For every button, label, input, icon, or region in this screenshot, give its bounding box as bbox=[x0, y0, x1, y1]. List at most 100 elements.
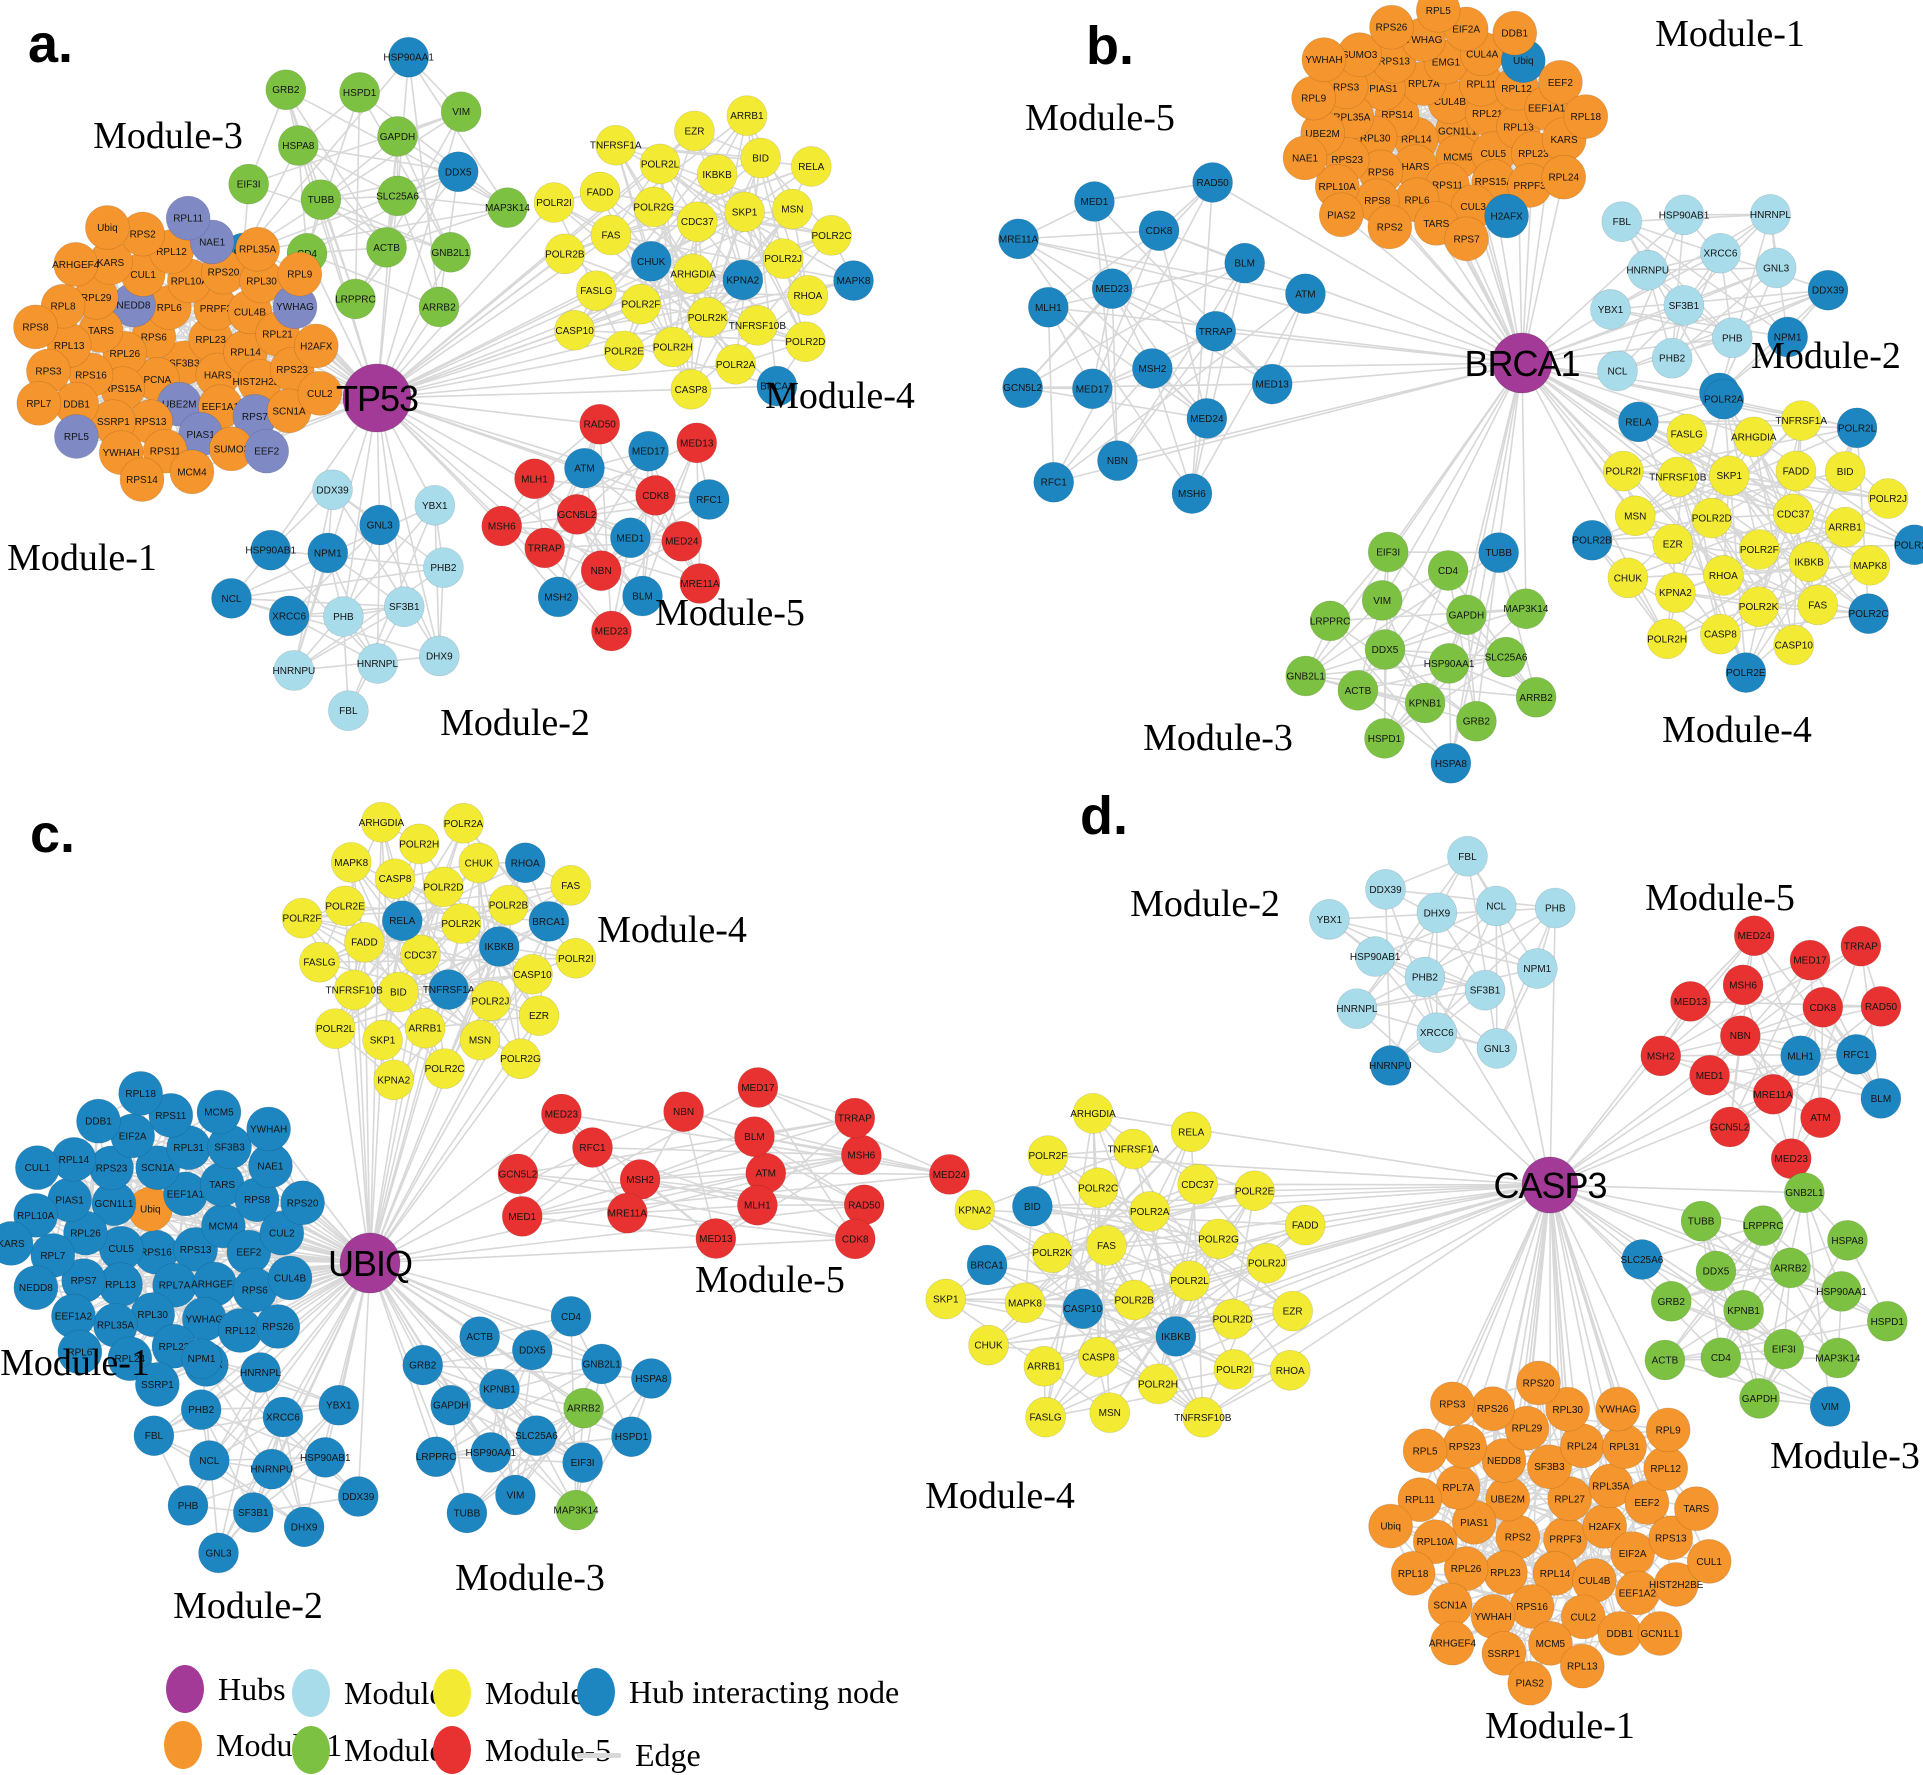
node-kpnb1[interactable]: KPNB1 bbox=[1723, 1289, 1764, 1331]
node-fadd[interactable]: FADD bbox=[1284, 1204, 1326, 1246]
node-fbl[interactable]: FBL bbox=[133, 1415, 175, 1457]
node-eif3i[interactable]: EIF3I bbox=[228, 163, 269, 205]
node-tars[interactable]: TARS bbox=[1674, 1486, 1719, 1531]
node-faslg[interactable]: FASLG bbox=[1666, 413, 1708, 455]
node-msn[interactable]: MSN bbox=[459, 1019, 501, 1061]
node-mre11a[interactable]: MRE11A bbox=[606, 1192, 648, 1234]
node-scn1a[interactable]: SCN1A bbox=[1427, 1582, 1473, 1628]
node-mapk8[interactable]: MAPK8 bbox=[330, 842, 372, 883]
node-hspd1[interactable]: HSPD1 bbox=[1364, 718, 1405, 759]
node-rela[interactable]: RELA bbox=[1170, 1111, 1212, 1153]
node-sf3b1[interactable]: SF3B1 bbox=[383, 586, 425, 627]
node-faslg[interactable]: FASLG bbox=[576, 270, 617, 312]
node-xrcc6[interactable]: XRCC6 bbox=[1700, 232, 1741, 274]
node-polr2k[interactable]: POLR2K bbox=[687, 296, 728, 338]
hub-brca1[interactable]: BRCA1 bbox=[1464, 332, 1581, 394]
node-ncl[interactable]: NCL bbox=[188, 1440, 230, 1481]
node-cul1[interactable]: CUL1 bbox=[1686, 1539, 1732, 1584]
node-ywhah[interactable]: YWHAH bbox=[246, 1106, 291, 1152]
node-ezr[interactable]: EZR bbox=[1272, 1290, 1313, 1332]
node-rela[interactable]: RELA bbox=[790, 146, 832, 187]
node-polr2f[interactable]: POLR2F bbox=[281, 897, 323, 939]
node-pias2[interactable]: PIAS2 bbox=[1507, 1660, 1553, 1706]
node-arrb1[interactable]: ARRB1 bbox=[404, 1007, 446, 1049]
node-ybx1[interactable]: YBX1 bbox=[1590, 289, 1631, 330]
node-arhgdia[interactable]: ARHGDIA bbox=[359, 801, 405, 843]
node-mcm5[interactable]: MCM5 bbox=[196, 1089, 242, 1135]
node-rpl9[interactable]: RPL9 bbox=[1291, 75, 1336, 121]
node-eef1a2[interactable]: EEF1A2 bbox=[1615, 1570, 1660, 1616]
node-hspd1[interactable]: HSPD1 bbox=[1866, 1300, 1908, 1342]
node-phb[interactable]: PHB bbox=[1711, 317, 1753, 359]
node-fas[interactable]: FAS bbox=[590, 214, 632, 256]
node-cdk8[interactable]: CDK8 bbox=[834, 1218, 876, 1260]
node-polr2i[interactable]: POLR2I bbox=[1213, 1349, 1255, 1390]
node-sf3b1[interactable]: SF3B1 bbox=[1663, 285, 1705, 326]
node-npm1[interactable]: NPM1 bbox=[1517, 948, 1558, 989]
node-ywhah[interactable]: YWHAH bbox=[1301, 37, 1347, 82]
node-rad50[interactable]: RAD50 bbox=[579, 403, 621, 445]
node-cul4b[interactable]: CUL4B bbox=[267, 1255, 313, 1301]
node-kpnb1[interactable]: KPNB1 bbox=[1404, 682, 1446, 724]
node-h2afx[interactable]: H2AFX bbox=[293, 323, 339, 369]
node-msh2[interactable]: MSH2 bbox=[537, 576, 579, 618]
node-msh6[interactable]: MSH6 bbox=[841, 1134, 882, 1176]
node-nae1[interactable]: NAE1 bbox=[1282, 135, 1328, 181]
node-gnl3[interactable]: GNL3 bbox=[359, 504, 400, 546]
node-sf3b1[interactable]: SF3B1 bbox=[1464, 969, 1506, 1011]
node-hsp90ab1[interactable]: HSP90AB1 bbox=[245, 529, 296, 571]
node-npm1[interactable]: NPM1 bbox=[181, 1338, 222, 1380]
node-actb[interactable]: ACTB bbox=[1644, 1339, 1686, 1381]
node-skp1[interactable]: SKP1 bbox=[1708, 455, 1750, 497]
node-rpl12[interactable]: RPL12 bbox=[1643, 1446, 1689, 1491]
node-lrpprc[interactable]: LRPPRC bbox=[1742, 1205, 1784, 1246]
node-actb[interactable]: ACTB bbox=[1337, 670, 1379, 711]
node-mapk8[interactable]: MAPK8 bbox=[833, 260, 874, 301]
node-ddx39[interactable]: DDX39 bbox=[1365, 869, 1406, 910]
node-polr2c[interactable]: POLR2C bbox=[1077, 1167, 1119, 1209]
node-rps23[interactable]: RPS23 bbox=[1442, 1424, 1487, 1469]
node-mre11a[interactable]: MRE11A bbox=[998, 218, 1039, 260]
node-cdc37[interactable]: CDC37 bbox=[400, 934, 441, 976]
node-chuk[interactable]: CHUK bbox=[458, 842, 500, 884]
node-arrb1[interactable]: ARRB1 bbox=[1023, 1345, 1065, 1387]
node-med17[interactable]: MED17 bbox=[1072, 368, 1113, 410]
node-mcm4[interactable]: MCM4 bbox=[169, 449, 215, 495]
node-xrcc6[interactable]: XRCC6 bbox=[268, 595, 310, 637]
node-mre11a[interactable]: MRE11A bbox=[1752, 1074, 1794, 1115]
node-grb2[interactable]: GRB2 bbox=[1650, 1280, 1692, 1322]
node-xrcc6[interactable]: XRCC6 bbox=[1416, 1012, 1458, 1053]
node-polr2h[interactable]: POLR2H bbox=[1646, 618, 1688, 660]
node-polr2e[interactable]: POLR2E bbox=[1725, 652, 1767, 693]
node-fadd[interactable]: FADD bbox=[344, 921, 385, 963]
node-gnl3[interactable]: GNL3 bbox=[198, 1532, 239, 1574]
node-rad50[interactable]: RAD50 bbox=[1192, 162, 1233, 203]
node-rhoa[interactable]: RHOA bbox=[504, 842, 546, 884]
node-gcn5l2[interactable]: GCN5L2 bbox=[1709, 1106, 1751, 1148]
node-kpna2[interactable]: KPNA2 bbox=[373, 1059, 415, 1101]
node-rela[interactable]: RELA bbox=[381, 900, 423, 942]
node-bid[interactable]: BID bbox=[1012, 1185, 1053, 1227]
node-casp8[interactable]: CASP8 bbox=[374, 858, 416, 900]
node-chuk[interactable]: CHUK bbox=[1607, 557, 1649, 599]
node-casp10[interactable]: CASP10 bbox=[554, 310, 595, 351]
node-polr2l[interactable]: POLR2L bbox=[314, 1008, 356, 1049]
node-polr2e[interactable]: POLR2E bbox=[324, 885, 366, 927]
node-gapdh[interactable]: GAPDH bbox=[1739, 1378, 1780, 1419]
node-gnl3[interactable]: GNL3 bbox=[1755, 247, 1797, 289]
node-dhx9[interactable]: DHX9 bbox=[419, 635, 460, 677]
node-phb2[interactable]: PHB2 bbox=[1651, 337, 1693, 379]
node-bid[interactable]: BID bbox=[378, 971, 419, 1013]
node-polr2e[interactable]: POLR2E bbox=[1234, 1170, 1275, 1212]
node-ddx5[interactable]: DDX5 bbox=[437, 151, 479, 193]
node-phb2[interactable]: PHB2 bbox=[1404, 956, 1446, 998]
node-rhoa[interactable]: RHOA bbox=[787, 275, 829, 316]
node-polr2f[interactable]: POLR2F bbox=[620, 283, 662, 325]
node-fas[interactable]: FAS bbox=[1086, 1225, 1127, 1266]
node-arrb2[interactable]: ARRB2 bbox=[1770, 1247, 1811, 1289]
node-med1[interactable]: MED1 bbox=[610, 517, 651, 559]
node-med24[interactable]: MED24 bbox=[661, 520, 703, 562]
node-med24[interactable]: MED24 bbox=[929, 1154, 970, 1195]
node-rps7[interactable]: RPS7 bbox=[1444, 216, 1489, 262]
node-rps26[interactable]: RPS26 bbox=[1470, 1386, 1515, 1431]
